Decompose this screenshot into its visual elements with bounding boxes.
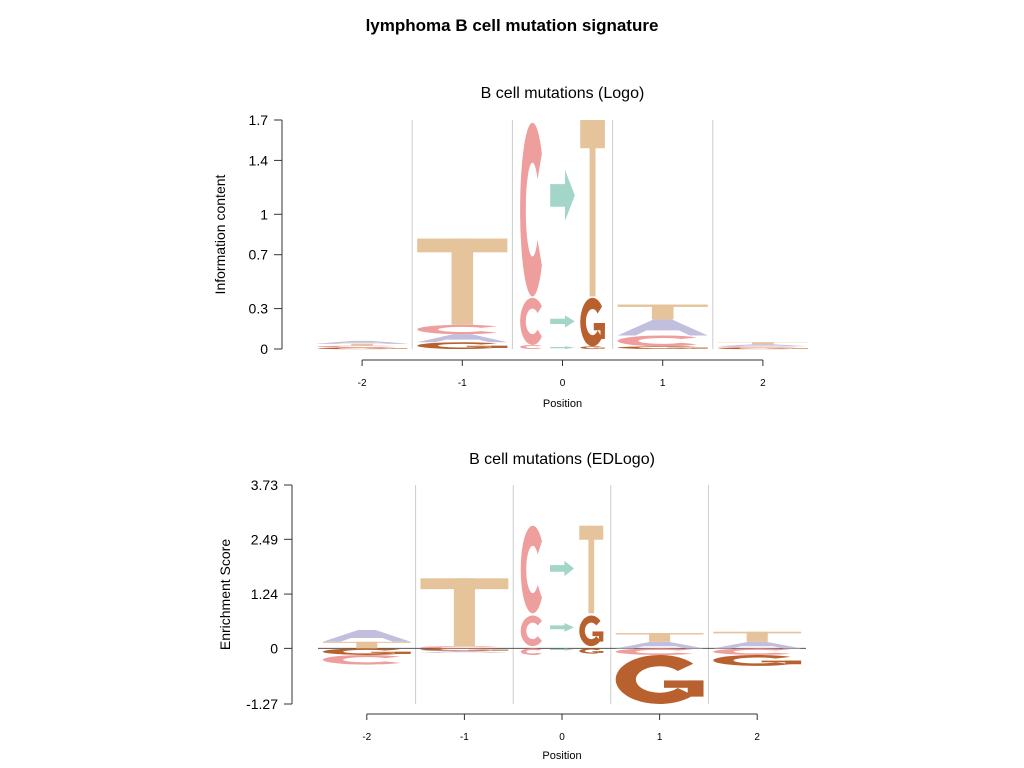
panel-title: B cell mutations (Logo) [481, 85, 645, 102]
logo-letter-c-to-g [580, 346, 605, 349]
logo-letter-c [717, 346, 798, 348]
y-tick-label: 1 [260, 206, 268, 222]
logo-letter-g [317, 347, 408, 350]
logo-letter-c-to-g [579, 615, 604, 647]
logo-letter-c-to-t [579, 525, 604, 614]
y-tick-label: 1.7 [249, 112, 269, 128]
y-axis-label: Information content [212, 174, 228, 294]
logo-letter-c-to-a [549, 648, 575, 651]
logo-letter-g [417, 342, 508, 349]
logo-letter-t [615, 633, 704, 642]
x-axis-label: Position [542, 750, 581, 762]
logo-letter-a [615, 641, 704, 649]
logo-letter-t [322, 641, 411, 649]
logo-letter-a [617, 319, 708, 336]
x-tick-label: -2 [362, 732, 371, 743]
logo-letter-c [520, 615, 542, 647]
logo-letter-t [617, 304, 708, 320]
logo-letter-c [520, 648, 542, 655]
y-tick-label: 0.3 [249, 301, 269, 317]
logo-letter-c [417, 324, 497, 335]
logo-letter-c-to-a [549, 560, 575, 577]
x-tick-label: -1 [460, 732, 469, 743]
logo-letter-c [520, 525, 542, 614]
x-tick-label: -1 [458, 378, 467, 389]
logo-letter-a [322, 629, 411, 642]
logo-letter-c [520, 344, 542, 349]
logo-letter-g [617, 346, 708, 349]
logo-panel-2: B cell mutations (EDLogo) -1.27 0 1.24 2.49 3… [217, 451, 806, 762]
logo-letter-g [615, 654, 704, 705]
logo-letter-c [713, 648, 791, 655]
logo-letter-c-to-g [579, 648, 604, 654]
logo-letter-a [420, 651, 509, 653]
logo-letter-c [617, 335, 698, 347]
x-tick-label: 0 [560, 378, 566, 389]
logo-letter-c [317, 345, 397, 348]
logo-letter-c [520, 122, 542, 297]
logo-letter-g [713, 654, 802, 666]
y-tick-label: 0 [260, 341, 268, 357]
logo-letter-t [317, 343, 408, 346]
figure-title: lymphoma B cell mutation signature [365, 16, 659, 35]
logo-letter-c-to-a [550, 346, 575, 349]
logo-letter-g [420, 648, 509, 652]
logo-letter-c-to-g [580, 297, 605, 347]
logo-panel-1: B cell mutations (Logo) 0 0.3 0.7 1 1.4 1.7 Inf… [212, 85, 808, 410]
panel-title: B cell mutations (EDLogo) [469, 451, 655, 468]
y-tick-label: 1.24 [251, 586, 278, 602]
y-tick-label: 3.73 [251, 477, 278, 493]
logo-letter-c-to-a [549, 622, 575, 632]
logo-letter-c [322, 654, 401, 665]
logo-letter-a [717, 344, 808, 347]
x-tick-label: -2 [358, 378, 367, 389]
y-axis-label: Enrichment Score [217, 539, 233, 650]
logo-letter-c [420, 646, 499, 649]
y-tick-label: 1.4 [249, 152, 269, 168]
logo-letter-a [713, 641, 802, 649]
logo-letter-c [520, 297, 542, 345]
x-tick-label: 1 [660, 378, 666, 389]
y-tick-label: -1.27 [246, 696, 278, 712]
y-tick-label: 0.7 [249, 247, 269, 263]
logo-letter-c-to-a [550, 169, 575, 222]
logo-letter-c [615, 648, 694, 655]
x-tick-label: 2 [754, 732, 760, 743]
logo-letter-t [417, 238, 508, 325]
logo-letter-c-to-t [580, 120, 605, 297]
x-tick-label: 1 [657, 732, 663, 743]
y-tick-label: 0 [270, 640, 278, 656]
logo-letter-t [420, 578, 509, 647]
logo-letter-g [322, 648, 411, 655]
logo-letter-t [713, 631, 802, 642]
x-tick-label: 2 [760, 378, 766, 389]
logo-letter-c-to-a [550, 315, 575, 328]
logo-letter-g [717, 347, 808, 350]
logo-letter-t [717, 342, 808, 345]
y-tick-label: 2.49 [251, 531, 278, 547]
x-axis-label: Position [543, 398, 582, 410]
logo-letter-a [317, 340, 408, 344]
logo-letter-a [417, 334, 508, 343]
x-tick-label: 0 [559, 732, 565, 743]
